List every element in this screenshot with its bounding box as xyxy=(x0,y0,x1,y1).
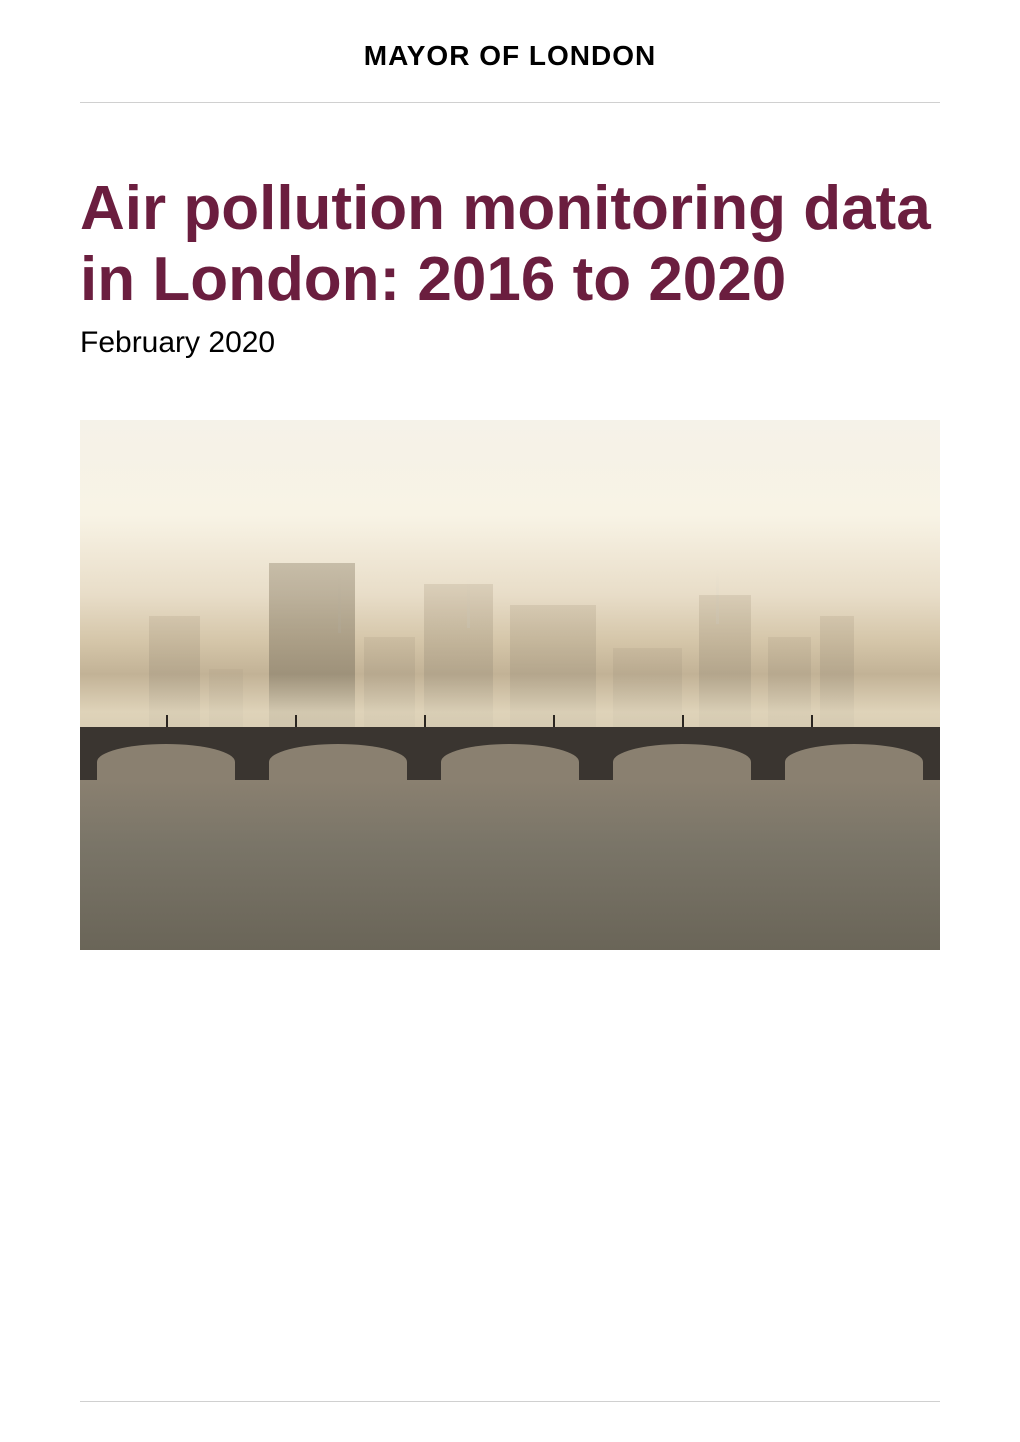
bridge-arch xyxy=(768,740,940,780)
bridge-arch xyxy=(80,740,252,780)
bridge-arches xyxy=(80,740,940,780)
lamppost xyxy=(682,715,684,727)
bridge-deck xyxy=(80,727,940,740)
document-subtitle: February 2020 xyxy=(80,326,940,360)
spacer xyxy=(80,950,940,1341)
lamppost xyxy=(424,715,426,727)
cover-image xyxy=(80,420,940,950)
bridge xyxy=(80,727,940,780)
bridge-arch xyxy=(596,740,768,780)
lamppost xyxy=(166,715,168,727)
document-title: Air pollution monitoring data in London:… xyxy=(80,173,940,316)
brand-header: MAYOR OF LONDON xyxy=(80,40,940,72)
bottom-divider xyxy=(80,1401,940,1402)
lamppost xyxy=(811,715,813,727)
bridge-arch xyxy=(424,740,596,780)
bridge-arch xyxy=(252,740,424,780)
top-divider xyxy=(80,102,940,103)
lamppost xyxy=(295,715,297,727)
lamppost xyxy=(553,715,555,727)
